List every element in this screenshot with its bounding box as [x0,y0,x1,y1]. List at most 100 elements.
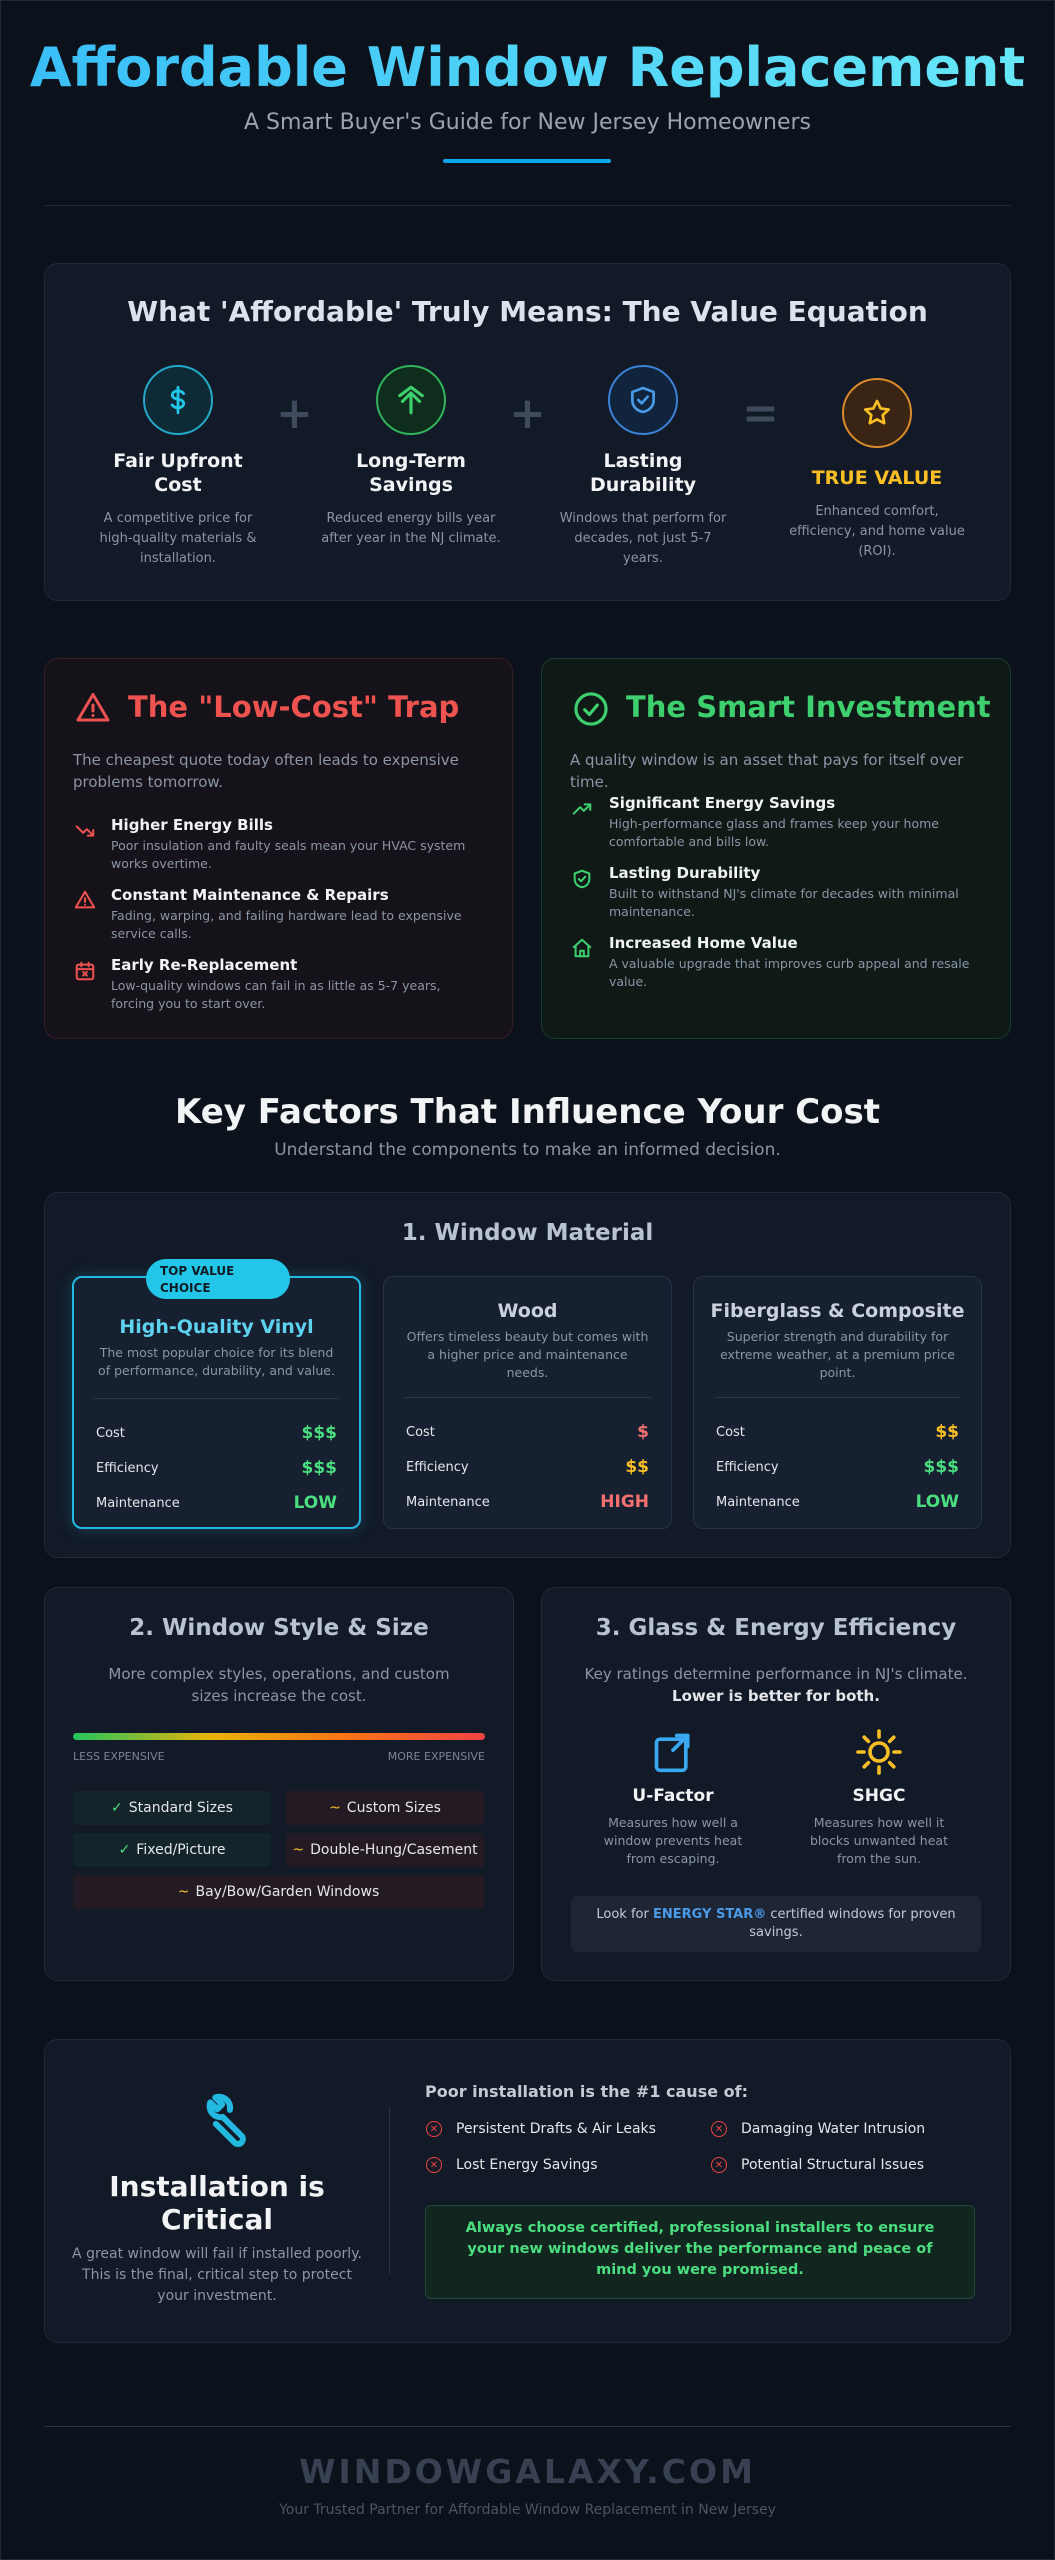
value-item-name: Lasting Durability [589,450,697,496]
trap-item-name: Higher Energy Bills [111,816,273,834]
equals-operator: = [742,388,779,439]
x-circle-icon: ✕ [711,2157,727,2173]
energy-prefix: Look for [596,1907,649,1922]
scale-high-label: MORE EXPENSIVE [387,1750,485,1763]
footer-divider [44,2426,1011,2427]
smart-item-name: Lasting Durability [609,864,761,882]
check-circle-icon [572,690,610,732]
row-label: Cost [96,1425,125,1441]
maintenance-value: LOW [915,1492,959,1512]
material-option-vinyl: TOP VALUE CHOICE High-Quality Vinyl The … [72,1259,361,1529]
material-divider [94,1398,339,1399]
material-row-efficiency: Efficiency $$$ [96,1458,337,1478]
material-row-maintenance: Maintenance LOW [716,1492,959,1512]
cost-value: $$$ [301,1423,338,1443]
row-label: Maintenance [716,1494,800,1510]
style-tag-double-hung: ~ Double-Hung/Casement [286,1833,484,1867]
trap-intro: The cheapest quote today often leads to … [73,751,459,791]
style-tag-fixed-picture: ✓ Fixed/Picture [73,1833,271,1867]
installer-callout: Always choose certified, professional in… [425,2205,975,2299]
shgc-name: SHGC [852,1786,906,1806]
window-style-card [44,1587,514,1981]
smart-item-desc: High-performance glass and frames keep y… [609,816,939,849]
value-item-lasting-durability: Lasting Durability Windows that perform … [553,365,733,569]
tag-label: Standard Sizes [128,1800,233,1816]
smart-title: The Smart Investment [626,690,991,724]
material-desc: The most popular choice for its blend of… [98,1345,335,1378]
heat-escape-icon [588,1728,758,1780]
trap-item: Higher Energy Bills Poor insulation and … [111,816,481,873]
value-item-long-term-savings: Long-Term Savings Reduced energy bills y… [321,365,501,549]
low-cost-trap-card [44,658,513,1039]
material-divider [714,1397,961,1398]
footer-brand[interactable]: WINDOWGALAXY.COM [299,2452,756,2491]
cause-item: ✕ Potential Structural Issues [711,2157,924,2173]
cause-label: Damaging Water Intrusion [741,2121,926,2137]
tilde-icon: ~ [329,1800,341,1816]
star-icon [842,378,912,448]
material-name: Wood [497,1300,558,1322]
smart-investment-card [541,658,1011,1039]
installation-heading: Poor installation is the #1 cause of: [425,2082,748,2101]
installation-divider [389,2106,390,2274]
plus-operator: + [276,388,313,439]
x-circle-icon: ✕ [711,2121,727,2137]
smart-item-name: Increased Home Value [609,934,798,952]
row-label: Cost [406,1424,435,1440]
material-row-efficiency: Efficiency $$ [406,1457,649,1477]
tag-label: Double-Hung/Casement [310,1842,478,1858]
cause-item: ✕ Lost Energy Savings [426,2157,598,2173]
footer-tagline: Your Trusted Partner for Affordable Wind… [279,2502,776,2518]
maintenance-value: HIGH [600,1492,649,1512]
page-title: Affordable Window Replacement [0,36,1055,99]
sun-icon [794,1728,964,1780]
smart-intro: A quality window is an asset that pays f… [570,751,964,791]
trap-item: Constant Maintenance & Repairs Fading, w… [111,886,481,943]
value-item-true-value: TRUE VALUE Enhanced comfort, efficiency,… [787,378,967,562]
trap-item-name: Constant Maintenance & Repairs [111,886,389,904]
glass-energy-desc: Key ratings determine performance in NJ'… [566,1663,986,1707]
tag-label: Fixed/Picture [136,1842,226,1858]
true-value-desc: Enhanced comfort, efficiency, and home v… [789,504,965,559]
material-desc: Superior strength and durability for ext… [720,1329,955,1380]
check-icon: ✓ [118,1842,131,1858]
cost-value: $ [637,1422,649,1442]
shgc-desc: Measures how well it blocks unwanted hea… [810,1815,948,1866]
efficiency-value: $$ [625,1457,649,1477]
true-value-label: TRUE VALUE [811,467,943,489]
key-factors-subtitle: Understand the components to make an inf… [274,1140,781,1160]
energy-star-label: ENERGY STAR® [652,1907,767,1922]
value-item-name: Fair Upfront Cost [113,450,243,496]
window-style-desc: More complex styles, operations, and cus… [108,1665,450,1705]
title-underline [443,159,611,163]
trap-item-name: Early Re-Replacement [111,956,298,974]
tilde-icon: ~ [177,1884,190,1900]
smart-item: Significant Energy Savings High-performa… [609,794,979,851]
trending-down-icon [74,820,96,846]
u-factor-item: U-Factor Measures how well a window prev… [588,1728,758,1868]
trap-item-desc: Low-quality windows can fail in as littl… [111,978,441,1011]
smart-item-name: Significant Energy Savings [609,794,836,812]
material-option-wood: Wood Offers timeless beauty but comes wi… [383,1276,672,1529]
material-row-cost: Cost $$$ [96,1423,337,1443]
calendar-x-icon [74,960,96,986]
warning-icon [74,690,112,730]
trap-item-desc: Fading, warping, and failing hardware le… [111,908,462,941]
glass-desc-strong: Lower is better for both. [672,1687,880,1705]
row-label: Cost [716,1424,745,1440]
style-tag-custom-sizes: ~ Custom Sizes [286,1791,484,1825]
row-label: Efficiency [406,1459,469,1475]
material-row-maintenance: Maintenance LOW [96,1493,337,1513]
maintenance-value: LOW [293,1493,337,1513]
value-item-upfront-cost: Fair Upfront Cost A competitive price fo… [88,365,268,569]
shield-check-icon [571,868,593,894]
installation-desc: A great window will fail if installed po… [72,2246,362,2304]
cause-label: Potential Structural Issues [741,2157,925,2173]
cause-label: Persistent Drafts & Air Leaks [456,2121,656,2137]
glass-energy-title: 3. Glass & Energy Efficiency [595,1615,957,1641]
material-name: High-Quality Vinyl [119,1316,314,1338]
glass-desc-text: Key ratings determine performance in NJ'… [584,1665,968,1683]
top-value-badge: TOP VALUE CHOICE [146,1259,290,1299]
cause-item: ✕ Persistent Drafts & Air Leaks [426,2121,656,2137]
value-equation-title: What 'Affordable' Truly Means: The Value… [127,295,928,328]
